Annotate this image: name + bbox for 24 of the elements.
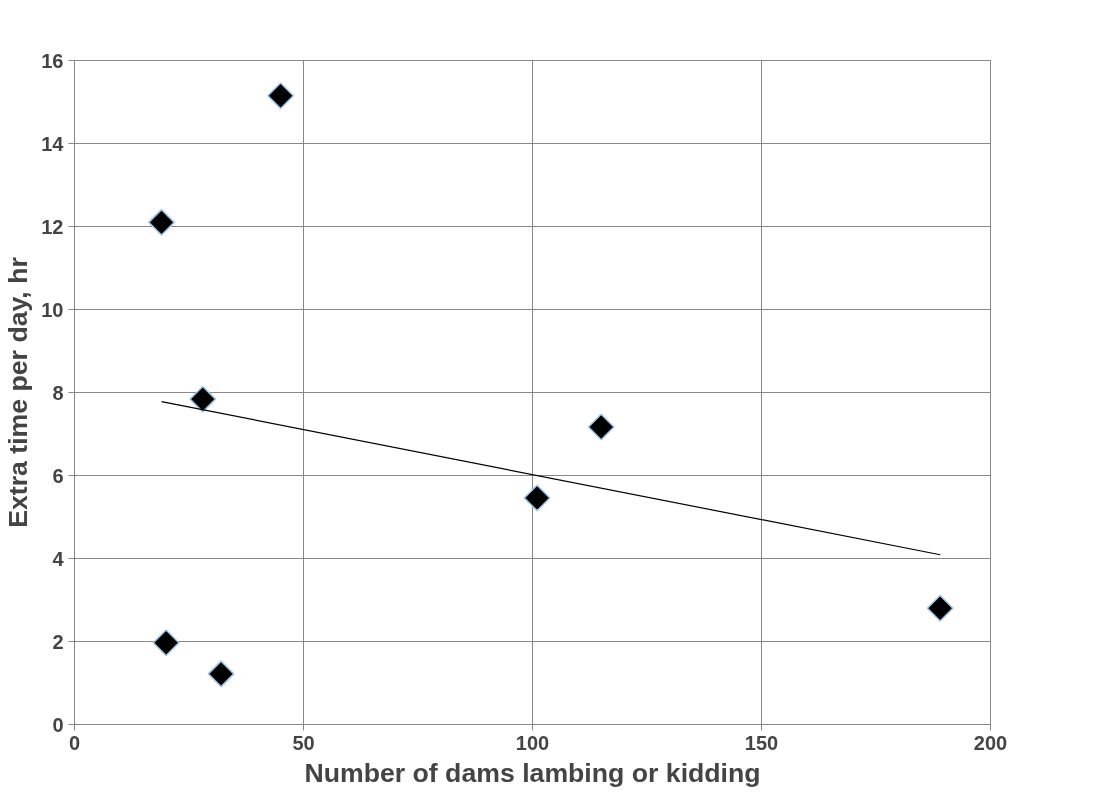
x-tick-label: 100 (515, 731, 550, 754)
y-tick-label: 2 (52, 630, 64, 653)
x-tick-label: 50 (292, 731, 315, 754)
x-tick-label: 0 (68, 731, 81, 754)
y-tick-label: 0 (52, 713, 64, 736)
y-tick-label: 14 (41, 132, 65, 155)
y-tick-label: 4 (52, 547, 65, 570)
y-tick-label: 12 (41, 215, 64, 238)
point (207, 660, 235, 688)
point (152, 629, 180, 657)
point (189, 385, 217, 413)
y-tick-label: 8 (52, 381, 64, 404)
y-tick-label: 16 (41, 49, 64, 72)
x-tick-label: 200 (973, 731, 1008, 754)
y-axis-title: Extra time per day, hr (3, 257, 34, 528)
point (523, 484, 551, 512)
point (267, 82, 295, 110)
point (148, 208, 175, 236)
y-tick-label: 6 (52, 464, 64, 487)
y-tick-label: 10 (41, 298, 64, 321)
point (926, 594, 954, 622)
x-axis-title: Number of dams lambing or kidding (304, 757, 761, 788)
x-tick-label: 150 (744, 731, 779, 754)
point (587, 413, 615, 441)
